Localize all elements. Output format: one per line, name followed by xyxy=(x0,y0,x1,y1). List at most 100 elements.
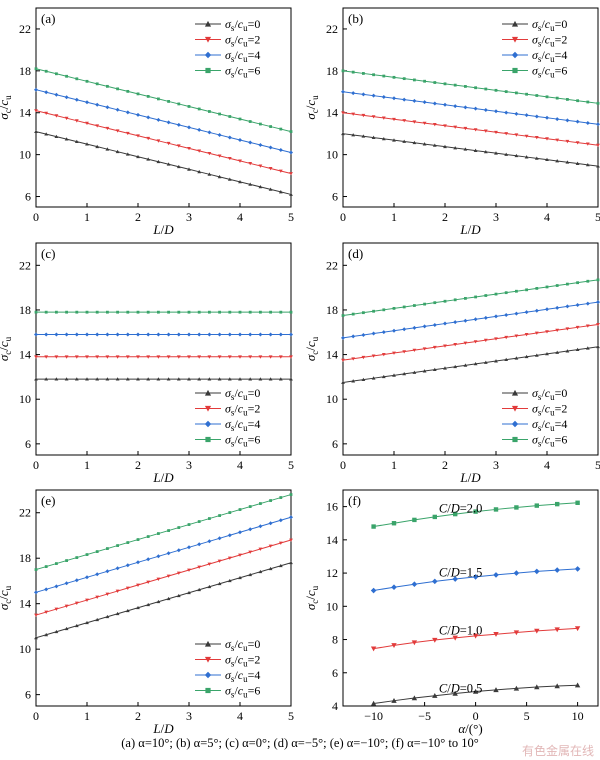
plot-frame xyxy=(35,489,292,707)
data-point xyxy=(44,632,49,637)
data-point xyxy=(44,111,49,116)
data-point xyxy=(534,308,539,313)
plot-frame xyxy=(35,242,292,456)
data-point xyxy=(227,556,232,560)
data-point xyxy=(494,130,498,135)
data-point xyxy=(106,84,109,88)
y-tick-label: 10 xyxy=(19,148,31,162)
data-point xyxy=(289,172,293,176)
y-tick-label: 10 xyxy=(326,148,338,162)
data-point xyxy=(136,112,140,117)
data-point xyxy=(402,372,407,376)
data-point xyxy=(105,126,110,131)
data-point xyxy=(483,149,488,154)
x-tick-label: 2 xyxy=(135,210,141,224)
data-point xyxy=(227,355,232,359)
data-point xyxy=(75,556,79,559)
legend-entry: σs/cu=0 xyxy=(532,17,567,33)
data-point xyxy=(187,105,191,108)
data-point xyxy=(258,569,263,574)
data-point xyxy=(146,557,151,562)
data-point xyxy=(136,377,140,381)
data-point xyxy=(423,79,426,83)
data-point xyxy=(452,635,458,641)
series-1 xyxy=(34,538,293,617)
data-point xyxy=(44,565,48,568)
data-point xyxy=(473,317,478,322)
plot-frame xyxy=(342,242,599,456)
data-point xyxy=(176,122,181,127)
data-point xyxy=(278,518,283,523)
series-3 xyxy=(341,278,600,317)
data-point xyxy=(474,295,477,299)
data-point xyxy=(453,511,458,517)
data-point xyxy=(493,632,499,637)
x-axis-label: α/(°) xyxy=(458,721,482,736)
data-point xyxy=(197,542,202,547)
data-point xyxy=(106,310,109,314)
data-point xyxy=(44,377,49,381)
data-point xyxy=(85,575,89,580)
series-2 xyxy=(341,89,600,127)
data-point xyxy=(238,575,242,580)
data-point xyxy=(34,109,38,113)
data-point xyxy=(176,593,181,598)
data-point xyxy=(238,530,242,535)
series-line xyxy=(342,301,599,339)
data-point xyxy=(534,628,540,634)
data-point xyxy=(258,332,263,337)
data-point xyxy=(361,113,366,118)
data-point xyxy=(204,420,212,428)
legend-entry: σs/cu=0 xyxy=(225,17,260,33)
data-point xyxy=(115,332,120,337)
data-point xyxy=(513,570,520,576)
data-point xyxy=(484,87,488,91)
data-point xyxy=(433,81,437,84)
data-point xyxy=(228,511,232,514)
data-point xyxy=(115,611,120,616)
data-point xyxy=(535,94,539,97)
data-point xyxy=(473,340,478,344)
data-point xyxy=(197,149,202,153)
data-point xyxy=(95,617,100,622)
data-point xyxy=(95,310,99,314)
data-point xyxy=(217,581,222,586)
data-point xyxy=(555,138,560,142)
data-point xyxy=(126,89,130,93)
data-point xyxy=(248,310,252,314)
data-point xyxy=(494,88,498,92)
data-point xyxy=(204,640,212,647)
data-point xyxy=(534,331,539,335)
chart-panel-a: 6 10 14 18 22 0 1 2 3 4 5 (a) L/D σc/cu σs/cu=0σs/cu=2… xyxy=(0,7,294,237)
legend-entry: σs/cu=0 xyxy=(532,386,567,402)
data-point xyxy=(596,164,600,168)
series-line xyxy=(35,562,292,639)
data-point xyxy=(115,566,120,571)
data-point xyxy=(157,532,160,535)
data-point xyxy=(381,116,386,120)
data-point xyxy=(511,20,519,27)
series-2 xyxy=(370,566,581,594)
data-point xyxy=(574,626,581,632)
x-tick-label: 3 xyxy=(186,210,192,224)
data-point xyxy=(204,656,212,663)
data-point xyxy=(228,310,232,314)
series-0 xyxy=(370,682,581,706)
data-point xyxy=(166,332,171,337)
data-point xyxy=(534,684,540,690)
data-point xyxy=(341,131,345,136)
series-line xyxy=(342,112,599,146)
data-point xyxy=(269,125,272,128)
figure-caption: (a) α=10°; (b) α=5°; (c) α=0°; (d) α=−5°… xyxy=(121,736,479,750)
series-2 xyxy=(34,515,293,595)
data-point xyxy=(463,318,468,323)
data-point xyxy=(351,357,356,361)
data-point xyxy=(361,92,366,97)
series-1 xyxy=(341,323,600,363)
data-point xyxy=(156,159,161,164)
data-point xyxy=(452,576,458,582)
data-point xyxy=(576,99,579,103)
series-1 xyxy=(370,626,581,652)
data-point xyxy=(218,514,221,517)
data-point xyxy=(217,132,222,137)
